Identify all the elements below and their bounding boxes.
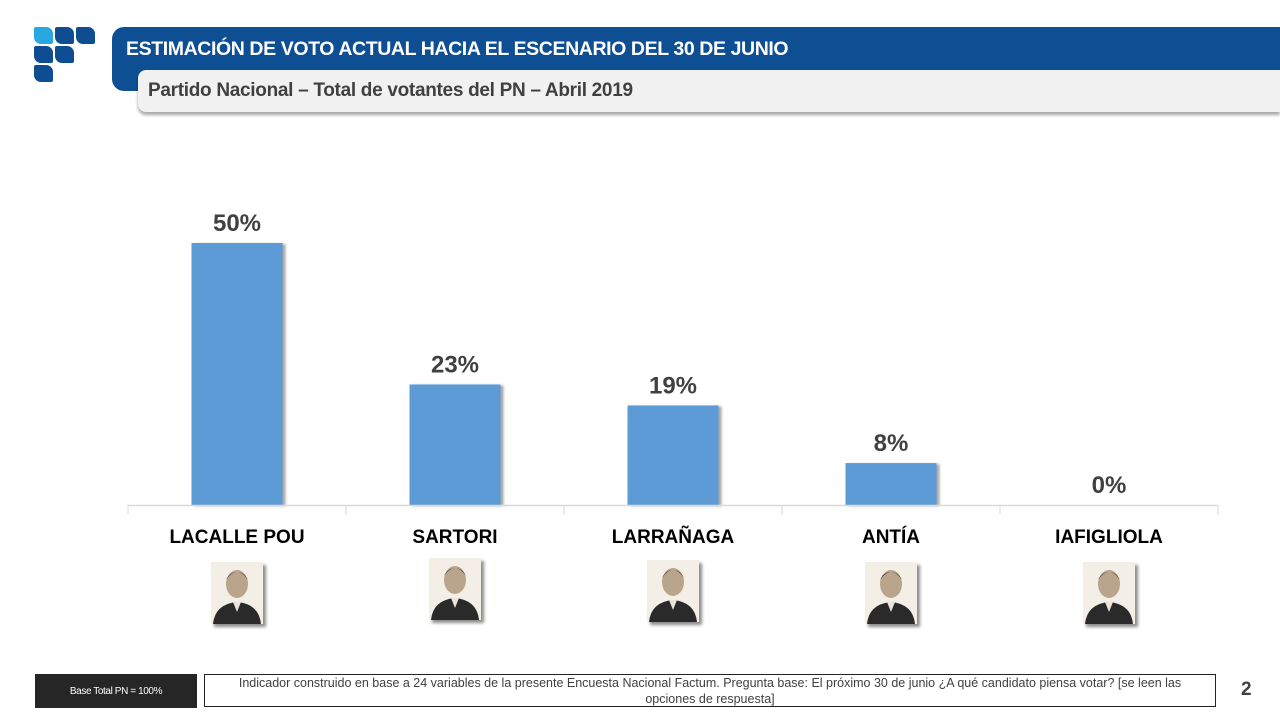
logo-square — [34, 65, 53, 82]
page-number: 2 — [1241, 679, 1252, 700]
category-label: ANTÍA — [862, 526, 920, 548]
base-note: Base Total PN = 100% — [35, 674, 197, 708]
data-label: 50% — [213, 210, 261, 237]
bar-chart: 50% LACALLE POU 23% SARTORI 19% LARRAÑAGA 8% AN… — [127, 210, 1219, 548]
data-label: 23% — [431, 351, 479, 378]
logo-square — [55, 46, 74, 63]
logo-square — [34, 46, 53, 63]
person-icon — [211, 562, 263, 624]
candidate-portrait — [429, 558, 481, 620]
candidate-portrait — [1083, 562, 1135, 624]
person-icon — [865, 562, 917, 624]
data-label: 0% — [1092, 472, 1127, 499]
methodology-note: Indicador construido en base a 24 variab… — [204, 674, 1216, 707]
candidate-portrait — [647, 560, 699, 622]
bar — [627, 405, 719, 505]
category-label: LACALLE POU — [169, 527, 304, 548]
logo-square — [76, 27, 95, 44]
logo-square — [34, 27, 53, 44]
category-label: IAFIGLIOLA — [1055, 527, 1163, 548]
candidate-portrait — [211, 562, 263, 624]
person-icon — [647, 560, 699, 622]
category-label: SARTORI — [412, 527, 497, 548]
page-title: ESTIMACIÓN DE VOTO ACTUAL HACIA EL ESCEN… — [126, 38, 789, 60]
subtitle-bar — [138, 70, 1280, 112]
page-subtitle: Partido Nacional – Total de votantes del… — [148, 80, 633, 101]
factum-logo — [34, 27, 100, 91]
data-label: 8% — [874, 430, 909, 457]
person-icon — [429, 558, 481, 620]
candidate-portrait — [865, 562, 917, 624]
data-label: 19% — [649, 372, 697, 399]
category-label: LARRAÑAGA — [612, 526, 735, 548]
bar — [409, 384, 501, 505]
bar — [845, 463, 937, 505]
logo-square — [55, 27, 74, 44]
bar — [191, 243, 283, 505]
person-icon — [1083, 562, 1135, 624]
